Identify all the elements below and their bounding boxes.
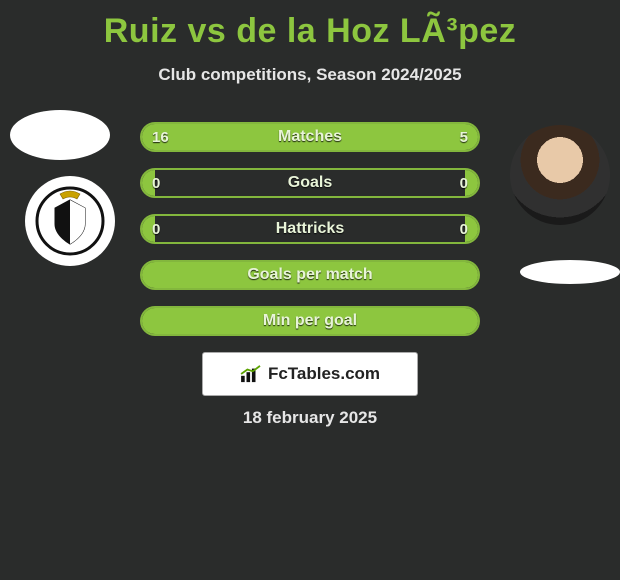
- club-right-ellipse: [520, 260, 620, 284]
- bar-row: 00Hattricks: [140, 214, 480, 244]
- bar-row: 00Goals: [140, 168, 480, 198]
- bar-label: Goals: [142, 170, 478, 196]
- barchart-icon: [240, 365, 262, 383]
- player-right-avatar: [510, 125, 610, 225]
- bar-label: Matches: [142, 124, 478, 150]
- bar-row: Goals per match: [140, 260, 480, 290]
- player-left-avatar: [10, 110, 110, 160]
- page-title: Ruiz vs de la Hoz LÃ³pez: [0, 0, 620, 51]
- club-left-badge: [25, 176, 115, 266]
- bar-label: Hattricks: [142, 216, 478, 242]
- bar-label: Goals per match: [142, 262, 478, 288]
- page-subtitle: Club competitions, Season 2024/2025: [0, 65, 620, 85]
- footer-logo-text: FcTables.com: [268, 364, 380, 384]
- bar-row: Min per goal: [140, 306, 480, 336]
- bar-label: Min per goal: [142, 308, 478, 334]
- footer-date: 18 february 2025: [0, 408, 620, 428]
- footer-logo: FcTables.com: [202, 352, 418, 396]
- comparison-bars: 165Matches 00Goals 00Hattricks Goals per ma…: [140, 122, 480, 352]
- bar-row: 165Matches: [140, 122, 480, 152]
- shield-icon: [35, 186, 105, 256]
